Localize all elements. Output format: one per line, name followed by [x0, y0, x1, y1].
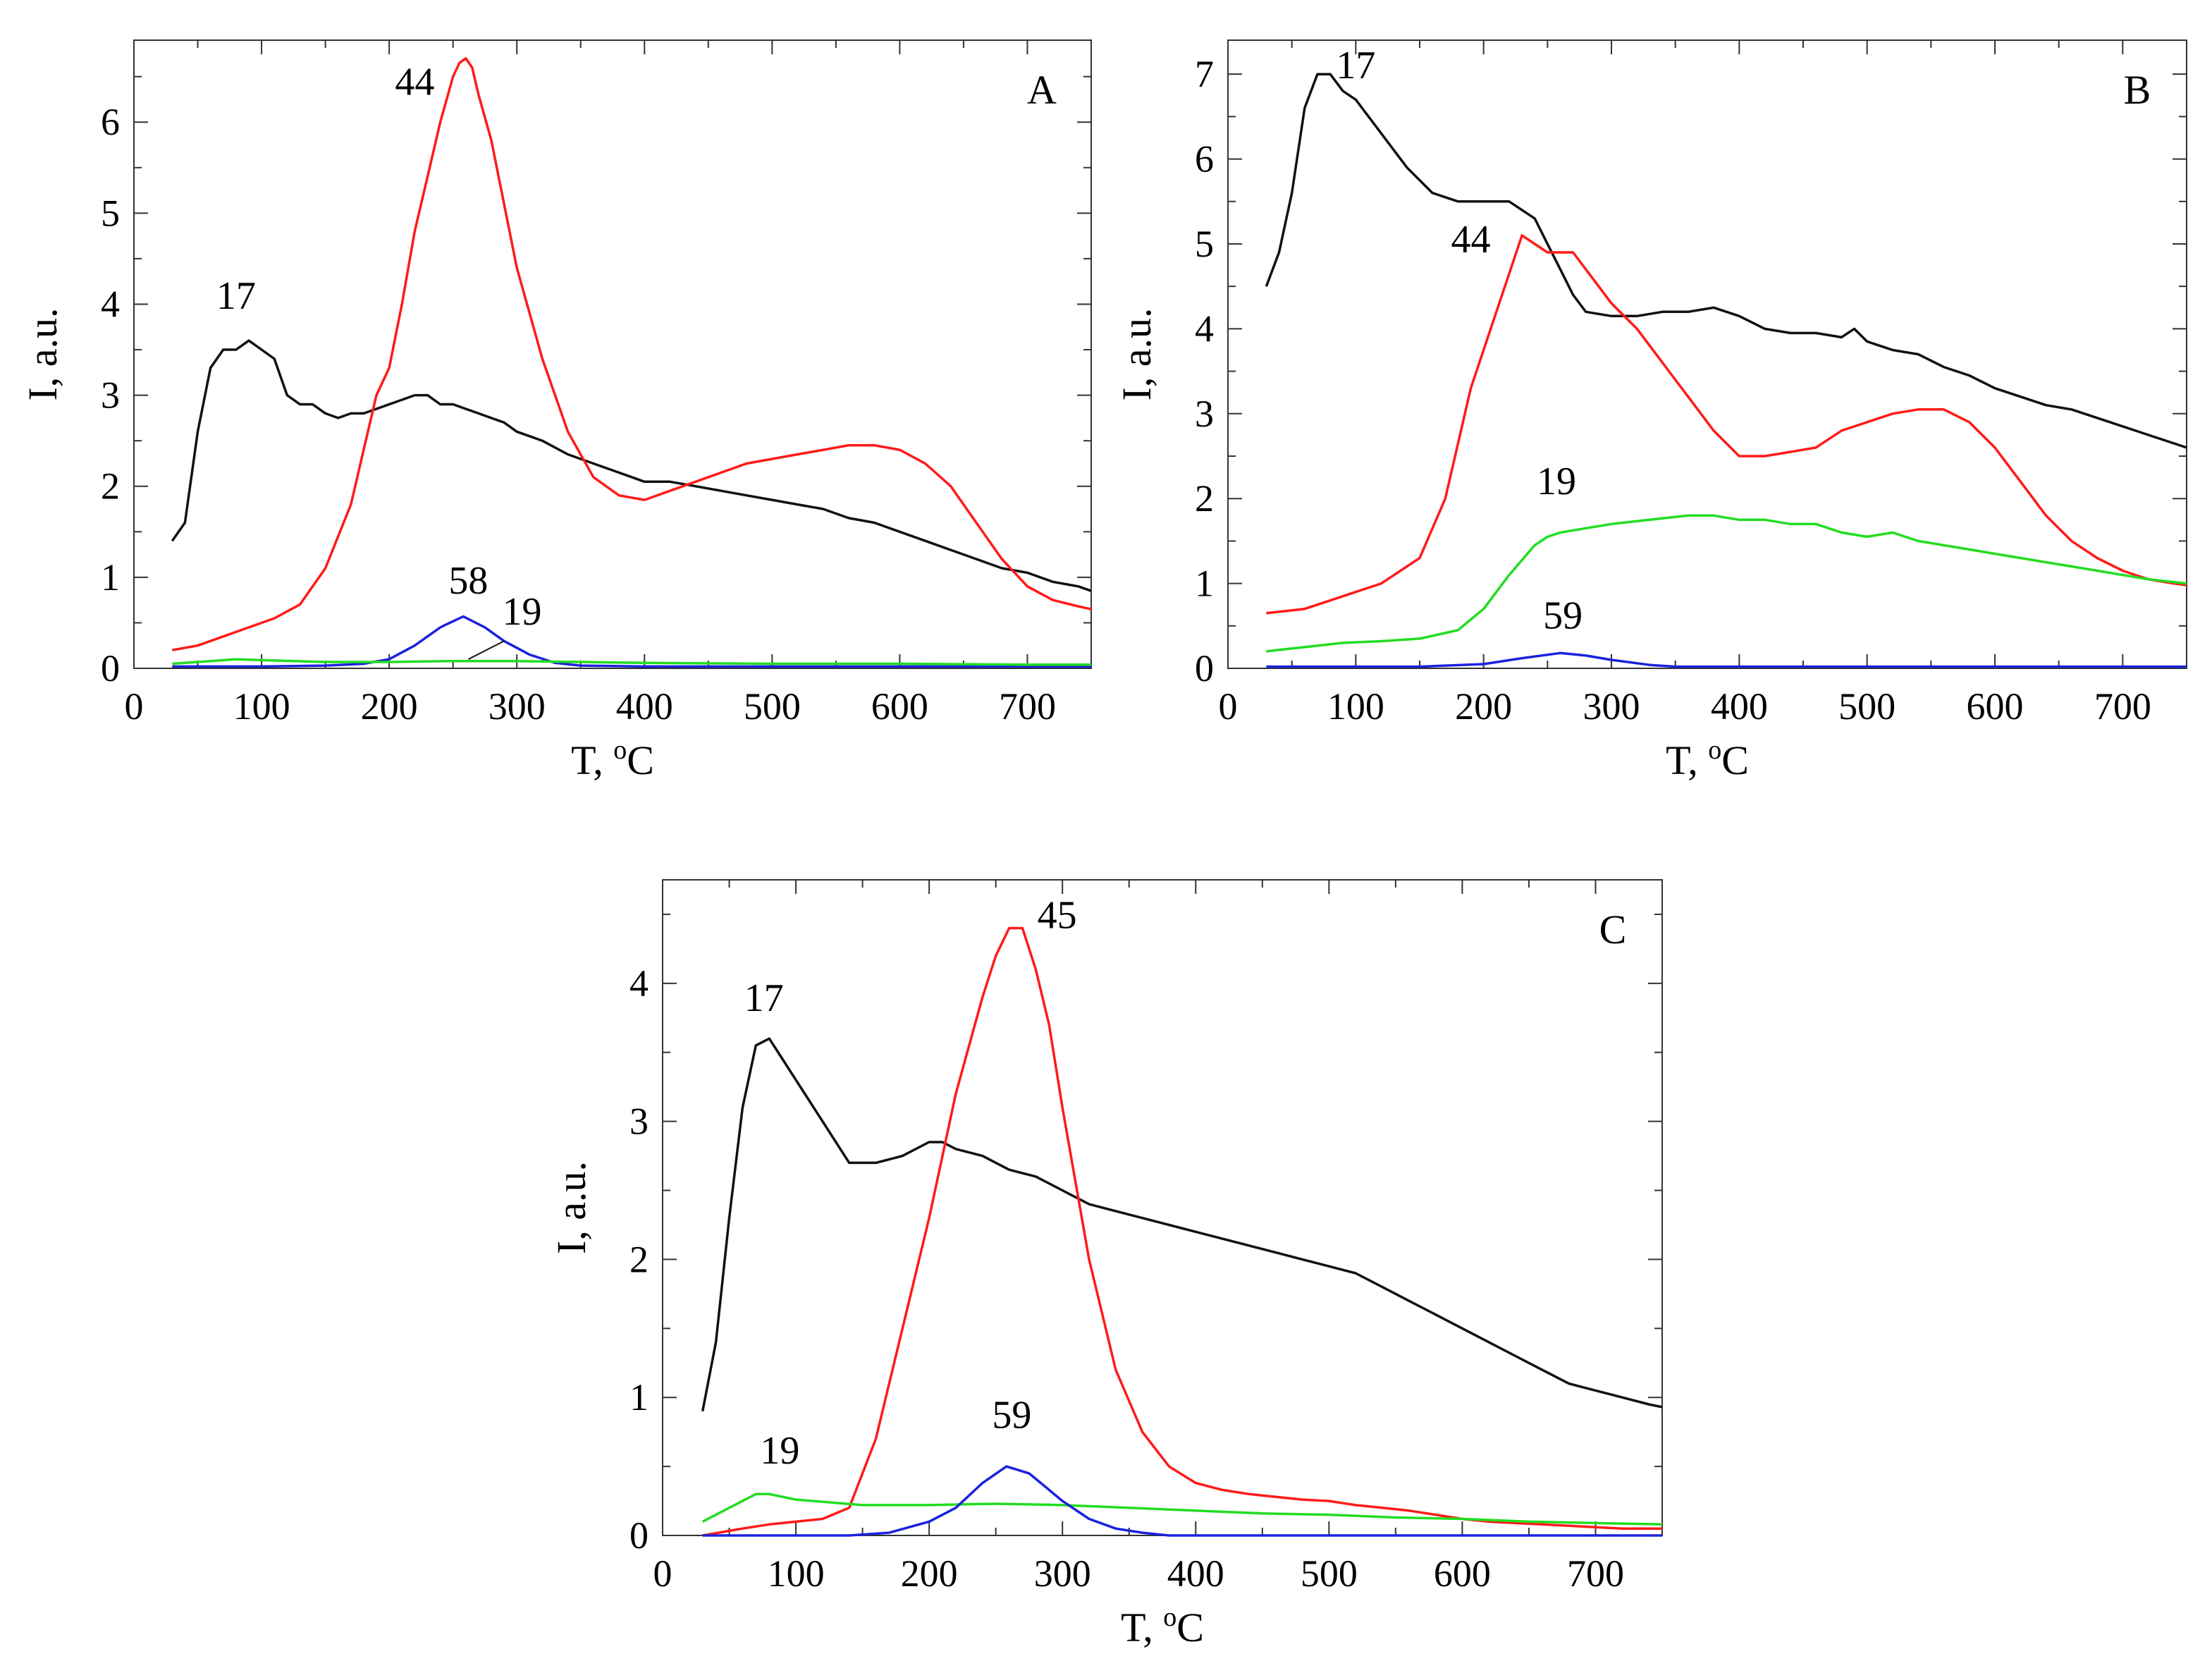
- panel-a-series-19-line: [172, 658, 1091, 666]
- panel-b-series-19-label: 19: [1537, 460, 1576, 503]
- panel-a-x-tick-label: 600: [871, 685, 928, 728]
- panel-b-y-tick-label: 3: [1195, 393, 1214, 435]
- panel-b-y-tick-label: 0: [1195, 647, 1214, 689]
- panel-c-x-tick-label: 0: [653, 1552, 672, 1595]
- panel-a-y-tick-label: 1: [101, 556, 120, 599]
- panel-c-series-17-label: 17: [744, 976, 784, 1020]
- panel-c-series-17-line: [701, 1037, 1663, 1412]
- panel-c-series-59-label: 59: [992, 1393, 1031, 1437]
- panel-c-y-axis-title: I, a.u.: [548, 1161, 594, 1254]
- panel-a-y-tick-label: 6: [101, 101, 120, 143]
- panel-b-x-tick-label: 300: [1583, 685, 1640, 728]
- panel-a-y-tick-label: 3: [101, 374, 120, 417]
- panel-a-series-44-line: [171, 57, 1092, 651]
- panel-b-series-44-label: 44: [1451, 218, 1491, 262]
- panel-b-series-44-line: [1266, 234, 2187, 615]
- panel-a-series-17-line: [171, 339, 1092, 592]
- panel-a-x-tick-label: 500: [744, 685, 801, 728]
- panel-b-x-tick-label: 100: [1327, 685, 1384, 728]
- panel-b-plot-frame: [1227, 39, 2187, 669]
- panel-b-y-tick-label: 6: [1195, 138, 1214, 180]
- panel-a: 0 100 200 300 400 500 600 700 0 1 2 3 4 5 6 T, oC I, a.u…: [20, 39, 1092, 783]
- panel-a-y-tick-label: 5: [101, 192, 120, 234]
- panel-b-x-tick-label: 200: [1455, 685, 1512, 728]
- panel-b-y-tick-label: 5: [1195, 223, 1214, 265]
- panel-a-x-tick-label: 300: [489, 685, 546, 728]
- panel-c-y-tick-label: 0: [629, 1514, 649, 1557]
- panel-b-series-19-line: [1266, 514, 2187, 653]
- panel-b-y-tick-label: 7: [1195, 53, 1214, 95]
- panel-c-series-45-line: [702, 926, 1662, 1537]
- panel-c-y-tick-label: 2: [629, 1238, 649, 1280]
- panel-c-x-tick-label: 600: [1434, 1552, 1491, 1595]
- panel-c-y-tick-label: 4: [629, 962, 649, 1005]
- panel-c-series-59-line: [702, 1465, 1662, 1537]
- panel-a-y-tick-label: 2: [101, 465, 120, 508]
- panel-b-x-tick-label: 0: [1219, 685, 1238, 728]
- panel-c-x-tick-label: 700: [1567, 1552, 1624, 1595]
- panel-a-series-58-line: [172, 615, 1091, 668]
- panel-b-y-tick-label: 2: [1195, 477, 1214, 520]
- panel-b-x-tick-label: 700: [2094, 685, 2151, 728]
- panel-b-y-tick-label: 4: [1195, 307, 1214, 350]
- panel-b-y-axis-title: I, a.u.: [1114, 307, 1160, 400]
- panel-b-series-17-line: [1265, 73, 2187, 449]
- panel-c-series-19-label: 19: [760, 1429, 799, 1473]
- panel-b-x-tick-label: 500: [1838, 685, 1895, 728]
- panel-a-x-tick-label: 200: [361, 685, 418, 728]
- panel-a-series-58-label: 58: [448, 559, 488, 603]
- panel-a-x-tick-label: 0: [125, 685, 144, 728]
- panel-c-x-tick-label: 400: [1167, 1552, 1224, 1595]
- panel-b-series-59-label: 59: [1543, 594, 1583, 637]
- panel-a-x-tick-label: 100: [233, 685, 290, 728]
- panel-a-x-tick-label: 400: [616, 685, 673, 728]
- panel-a-y-tick-label: 0: [101, 647, 120, 689]
- panel-c-plot-frame: [662, 879, 1663, 1536]
- panel-a-plot-frame: [133, 39, 1092, 669]
- panel-a-series-19-leader: [467, 640, 505, 660]
- panel-b-x-tick-label: 600: [1967, 685, 2024, 728]
- panel-c-series-45-label: 45: [1038, 894, 1077, 938]
- panel-a-y-axis-title: I, a.u.: [20, 307, 66, 400]
- panel-c-y-tick-label: 3: [629, 1100, 649, 1143]
- panel-b-x-axis-title: T, oC: [1666, 735, 1749, 783]
- panel-c-x-tick-label: 500: [1301, 1552, 1358, 1595]
- panel-c-series-19-line: [701, 1492, 1663, 1526]
- panel-b-label: B: [2124, 67, 2151, 113]
- panel-c-label: C: [1599, 907, 1627, 952]
- panel-a-series-19-label: 19: [502, 590, 541, 634]
- panel-a-label: A: [1027, 67, 1057, 113]
- panel-c-x-tick-label: 300: [1034, 1552, 1091, 1595]
- panel-a-y-tick-label: 4: [101, 283, 120, 325]
- panel-c-x-tick-label: 100: [768, 1552, 825, 1595]
- panel-a-series-44-label: 44: [395, 60, 434, 104]
- panel-b-y-tick-label: 1: [1195, 563, 1214, 605]
- panel-b-series-17-label: 17: [1336, 44, 1375, 87]
- panel-c: 0 100 200 300 400 500 600 700 0 1 2 3 4 T, oC I, a.u. C…: [548, 879, 1663, 1650]
- panel-a-series-17-label: 17: [216, 274, 256, 318]
- panel-b-x-tick-label: 400: [1711, 685, 1768, 728]
- panel-c-x-axis-title: T, oC: [1121, 1602, 1204, 1650]
- panel-a-x-tick-label: 700: [999, 685, 1056, 728]
- panel-a-x-axis-title: T, oC: [571, 735, 654, 783]
- panel-b: 0 100 200 300 400 500 600 700 0 1 2 3 4 5 6 7 T, oC I, a.…: [1114, 39, 2187, 783]
- panel-c-x-tick-label: 200: [901, 1552, 958, 1595]
- panel-c-y-tick-label: 1: [629, 1376, 649, 1418]
- panel-b-series-59-line: [1266, 651, 2187, 668]
